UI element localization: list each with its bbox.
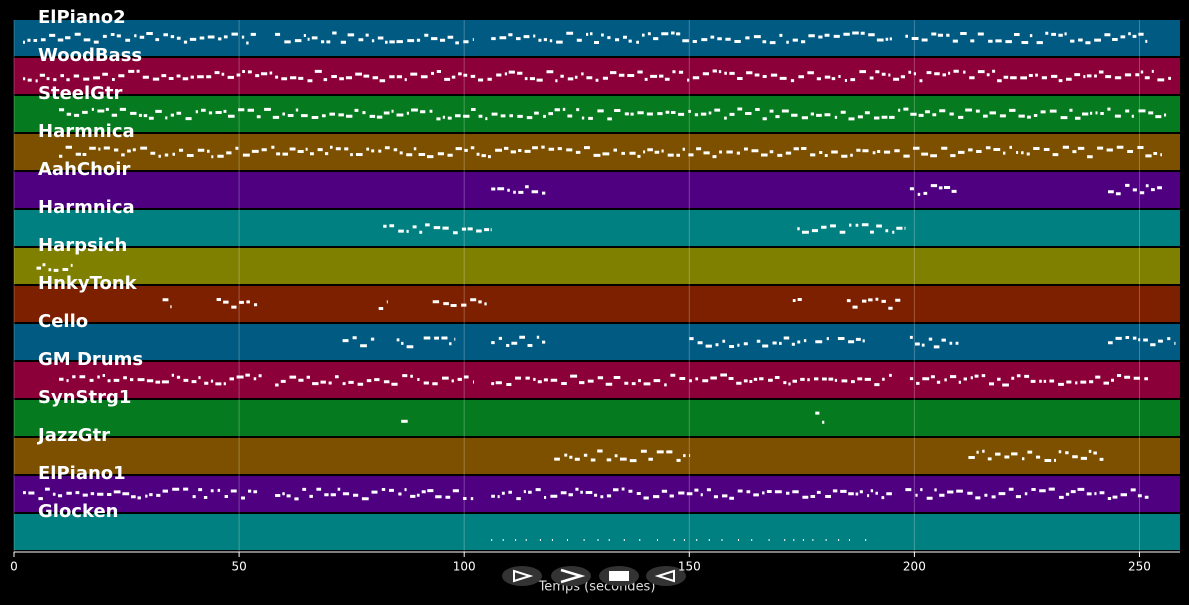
track-name: AahChoir bbox=[38, 159, 130, 180]
track-band bbox=[14, 172, 1180, 208]
note-segment bbox=[162, 298, 172, 309]
note-segment bbox=[216, 298, 258, 309]
note-segment bbox=[846, 297, 901, 310]
note-segment bbox=[23, 69, 1171, 83]
note-segment bbox=[378, 300, 388, 310]
x-tick-label: 100 bbox=[453, 560, 476, 574]
stop-button[interactable] bbox=[599, 566, 639, 586]
notes bbox=[23, 31, 1176, 541]
track-name: Harmnica bbox=[38, 121, 135, 142]
note-segment bbox=[797, 223, 906, 234]
track-name: Harmnica bbox=[38, 197, 135, 218]
note-segment bbox=[423, 336, 456, 346]
note-segment bbox=[815, 337, 829, 344]
track-band bbox=[14, 362, 1180, 398]
x-tick-label: 200 bbox=[903, 560, 926, 574]
note-segment bbox=[59, 107, 1167, 121]
note-segment bbox=[432, 298, 487, 307]
track-name: ElPiano2 bbox=[38, 7, 126, 28]
note-segment bbox=[689, 337, 748, 348]
note-segment bbox=[909, 374, 1148, 387]
note-segment bbox=[342, 336, 375, 348]
note-segment bbox=[905, 487, 1149, 500]
note-segment bbox=[383, 223, 492, 235]
note-segment bbox=[756, 336, 807, 348]
note-segment bbox=[554, 449, 691, 463]
note-segment bbox=[491, 185, 546, 195]
track-labels: ElPiano2 WoodBass SteelGtr Harmnica AahChoir… bbox=[36, 7, 143, 522]
track-band bbox=[14, 96, 1180, 132]
note-segment bbox=[968, 449, 1104, 462]
track-band bbox=[14, 286, 1180, 322]
forward-button[interactable] bbox=[551, 566, 591, 586]
track-band bbox=[14, 210, 1180, 246]
track-name: SteelGtr bbox=[38, 83, 123, 104]
tracks bbox=[14, 20, 1180, 550]
note-segment bbox=[491, 31, 892, 45]
track-name: Harpsich bbox=[38, 235, 127, 256]
x-tick-label: 50 bbox=[231, 560, 246, 574]
note-segment bbox=[396, 338, 414, 349]
track-name: Glocken bbox=[38, 501, 119, 522]
note-segment bbox=[1108, 183, 1162, 196]
track-name: JazzGtr bbox=[36, 425, 110, 446]
note-segment bbox=[837, 337, 865, 344]
track-name: SynStrg1 bbox=[38, 387, 131, 408]
note-segment bbox=[275, 487, 474, 501]
track-band bbox=[14, 438, 1180, 474]
x-tick-label: 150 bbox=[678, 560, 701, 574]
note-segment bbox=[491, 335, 546, 347]
note-segment bbox=[23, 487, 258, 501]
rewind-button[interactable] bbox=[646, 566, 686, 586]
track-name: GM Drums bbox=[38, 349, 143, 370]
track-name: Cello bbox=[38, 311, 88, 332]
note-segment bbox=[23, 32, 256, 45]
track-name: ElPiano1 bbox=[38, 463, 126, 484]
note-segment bbox=[275, 374, 474, 387]
track-band bbox=[14, 400, 1180, 436]
note-segment bbox=[59, 145, 1162, 159]
play-button[interactable] bbox=[502, 566, 542, 586]
note-segment bbox=[905, 31, 1148, 45]
note-segment bbox=[909, 335, 959, 349]
note-segment bbox=[491, 373, 892, 387]
note-segment bbox=[59, 373, 262, 386]
track-name: HnkyTonk bbox=[38, 273, 138, 294]
track-band bbox=[14, 514, 1180, 550]
note-segment bbox=[815, 411, 825, 424]
x-tick-label: 250 bbox=[1128, 560, 1151, 574]
x-tick-label: 0 bbox=[10, 560, 18, 574]
note-segment bbox=[275, 31, 474, 45]
note-segment bbox=[491, 487, 892, 501]
track-band bbox=[14, 324, 1180, 360]
note-segment bbox=[792, 298, 802, 302]
track-name: WoodBass bbox=[38, 45, 142, 66]
note-segment bbox=[1108, 336, 1176, 347]
track-band bbox=[14, 248, 1180, 284]
note-segment bbox=[909, 184, 957, 196]
track-band bbox=[14, 20, 1180, 56]
note-segment bbox=[36, 263, 73, 272]
